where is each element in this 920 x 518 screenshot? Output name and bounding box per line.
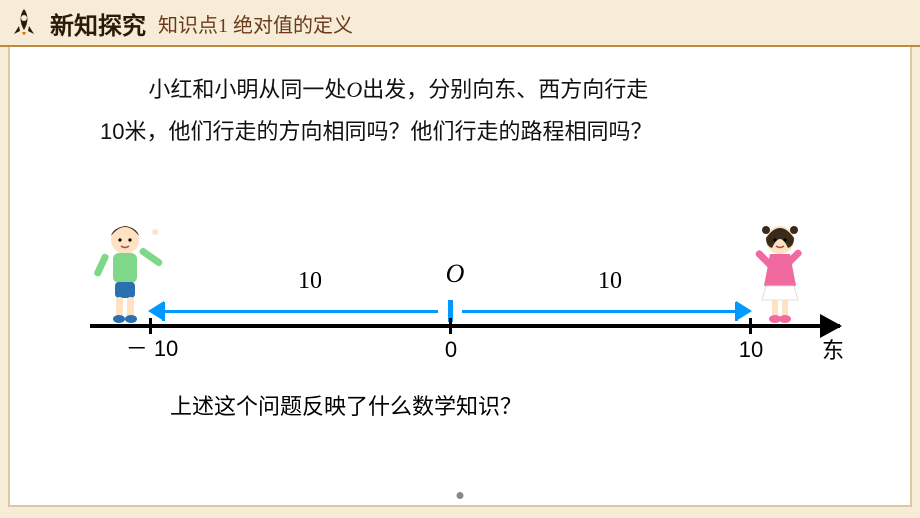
number-line-diagram: 10 O 10 － 10 0 10 东 — [80, 183, 840, 383]
origin-label: O — [446, 259, 465, 289]
problem-origin-o: O — [346, 77, 362, 102]
right-distance-arrow — [462, 310, 738, 313]
tick-label-neg10: － 10 — [126, 331, 179, 363]
page-indicator-dot — [457, 492, 464, 499]
section-subtitle: 知识点1 绝对值的定义 — [158, 9, 353, 38]
tick-label-0: 0 — [445, 337, 457, 363]
problem-line1-prefix: 小红和小明从同一处 — [148, 77, 346, 102]
problem-line1-suffix: 出发，分别向东、西方向行走 — [362, 77, 648, 102]
number-line-axis — [90, 324, 840, 328]
tick-10 — [749, 318, 752, 334]
tick-label-10: 10 — [739, 337, 763, 363]
slide-header: 新知探究 知识点1 绝对值的定义 — [0, 0, 920, 45]
left-distance-label: 10 — [298, 268, 322, 295]
problem-text: 小红和小明从同一处O出发，分别向东、西方向行走 10米，他们行走的方向相同吗？他… — [100, 69, 840, 153]
section-title: 新知探究 — [50, 6, 146, 41]
east-label: 东 — [822, 333, 844, 365]
girl-figure — [740, 220, 820, 325]
right-distance-label: 10 — [598, 268, 622, 295]
problem-line2: 10米，他们行走的方向相同吗？他们行走的路程相同吗？ — [100, 119, 652, 144]
content-panel: 小红和小明从同一处O出发，分别向东、西方向行走 10米，他们行走的方向相同吗？他… — [8, 47, 912, 507]
left-distance-arrow — [162, 310, 438, 313]
tick-0 — [449, 318, 452, 334]
followup-question: 上述这个问题反映了什么数学知识？ — [170, 389, 870, 421]
rocket-icon — [10, 8, 38, 40]
